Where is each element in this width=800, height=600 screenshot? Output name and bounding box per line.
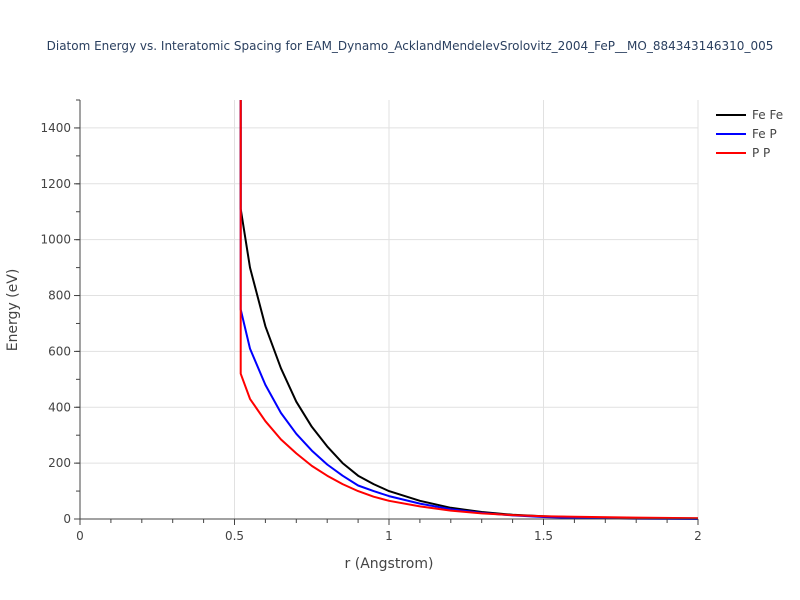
y-tick-label: 800	[48, 289, 71, 303]
series-line-1	[239, 100, 698, 520]
y-tick-label: 0	[63, 512, 71, 526]
y-tick-label: 1200	[40, 177, 71, 191]
legend-label: Fe P	[752, 127, 777, 141]
y-tick-label: 1400	[40, 121, 71, 135]
x-tick-label: 1.5	[534, 529, 553, 543]
y-axis-title: Energy (eV)	[5, 269, 21, 352]
legend-item-0[interactable]: Fe Fe	[716, 108, 783, 122]
plot-area	[239, 100, 698, 520]
x-tick-label: 0	[76, 529, 84, 543]
y-tick-label: 200	[48, 456, 71, 470]
legend-item-1[interactable]: Fe P	[716, 127, 777, 141]
y-tick-label: 1000	[40, 233, 71, 247]
legend-label: P P	[752, 146, 770, 160]
x-tick-label: 1	[385, 529, 393, 543]
legend-label: Fe Fe	[752, 108, 783, 122]
y-tick-label: 600	[48, 344, 71, 358]
x-tick-label: 0.5	[225, 529, 244, 543]
series-line-2	[239, 100, 698, 520]
legend-item-2[interactable]: P P	[716, 146, 770, 160]
x-tick-label: 2	[694, 529, 702, 543]
y-tick-label: 400	[48, 400, 71, 414]
axes: 0 0.5 1 1.5 2 0 200 400 600 800 1000 1200 1400	[40, 99, 702, 543]
x-axis-title: r (Angstrom)	[345, 556, 434, 572]
legend[interactable]: Fe Fe Fe P P P	[716, 108, 783, 160]
grid	[80, 100, 699, 519]
chart-title: Diatom Energy vs. Interatomic Spacing fo…	[47, 39, 774, 53]
series-line-0	[239, 100, 698, 520]
